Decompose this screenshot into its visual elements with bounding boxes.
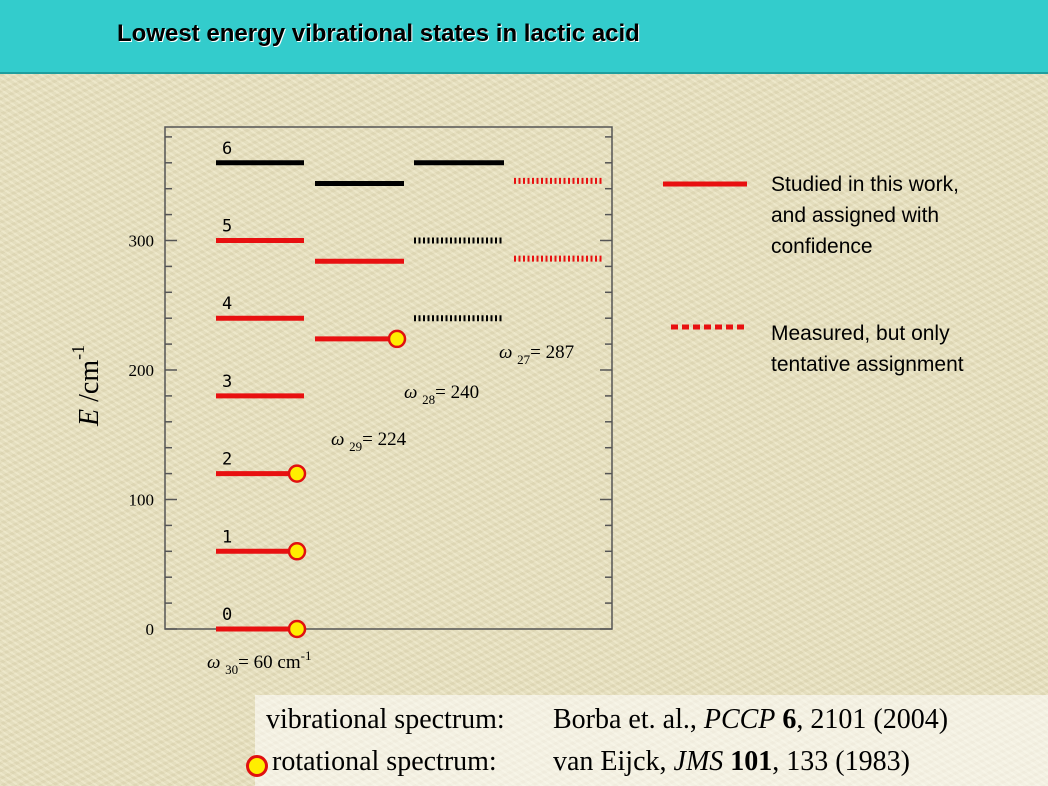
rotational-marker — [287, 619, 307, 639]
quantum-number-label: 6 — [222, 139, 232, 159]
quantum-number-label: 4 — [222, 294, 232, 314]
plot-frame — [164, 126, 613, 630]
rotational-marker-icon — [246, 755, 268, 777]
quantum-number-label: 1 — [222, 527, 232, 547]
vib-authors: Borba et. al., — [553, 704, 697, 735]
rotational-marker — [387, 329, 407, 349]
legend-confident-text: Studied in this work, and assigned with … — [771, 169, 959, 262]
quantum-number-label: 2 — [222, 450, 232, 470]
mode-label: ω 30= 60 cm-1 — [207, 648, 311, 677]
legend-confident-line-3: confidence — [771, 235, 873, 258]
vibrational-reference: vibrational spectrum: — [266, 704, 505, 736]
y-axis-label: E /cm-1 — [68, 345, 105, 427]
legend-tentative-line-2: tentative assignment — [771, 353, 964, 376]
rotational-reference: rotational spectrum: — [272, 746, 497, 778]
y-tick-label: 200 — [129, 361, 155, 380]
rotational-marker — [287, 542, 307, 561]
mode-label: ω 29= 224 — [331, 429, 407, 454]
mode-label: ω 28= 240 — [404, 382, 479, 407]
title-bar: Lowest energy vibrational states in lact… — [0, 0, 1048, 74]
vibrational-label: vibrational spectrum: — [266, 704, 505, 735]
quantum-number-label: 3 — [222, 372, 232, 392]
quantum-number-label: 0 — [222, 605, 232, 625]
legend-confident-line-2: and assigned with — [771, 204, 940, 227]
rot-journal: JMS — [673, 746, 724, 777]
mode-label: ω 27= 287 — [499, 342, 574, 367]
rot-authors: van Eijck, — [553, 746, 667, 777]
y-tick-label: 100 — [129, 491, 155, 510]
vib-journal: PCCP — [703, 704, 776, 735]
legend-tentative-line-1: Measured, but only — [771, 322, 950, 345]
rotational-marker — [287, 464, 307, 483]
vib-volume: 6 — [782, 704, 797, 735]
references-panel — [255, 695, 1048, 786]
legend-confident-line-1: Studied in this work, — [771, 173, 959, 196]
quantum-number-label: 5 — [222, 217, 232, 237]
slide-title: Lowest energy vibrational states in lact… — [117, 20, 640, 47]
rotational-label: rotational spectrum: — [272, 746, 497, 777]
rot-rest: , 133 (1983) — [772, 746, 910, 777]
rotational-citation: van Eijck, JMS 101, 133 (1983) — [553, 746, 910, 778]
rot-volume: 101 — [730, 746, 773, 777]
vib-rest: , 2101 (2004) — [796, 704, 949, 735]
y-tick-label: 300 — [129, 232, 155, 251]
legend-tentative-text: Measured, but only tentative assignment — [771, 318, 964, 380]
vibrational-citation: Borba et. al., PCCP 6, 2101 (2004) — [553, 704, 948, 736]
y-tick-label: 0 — [146, 620, 155, 639]
